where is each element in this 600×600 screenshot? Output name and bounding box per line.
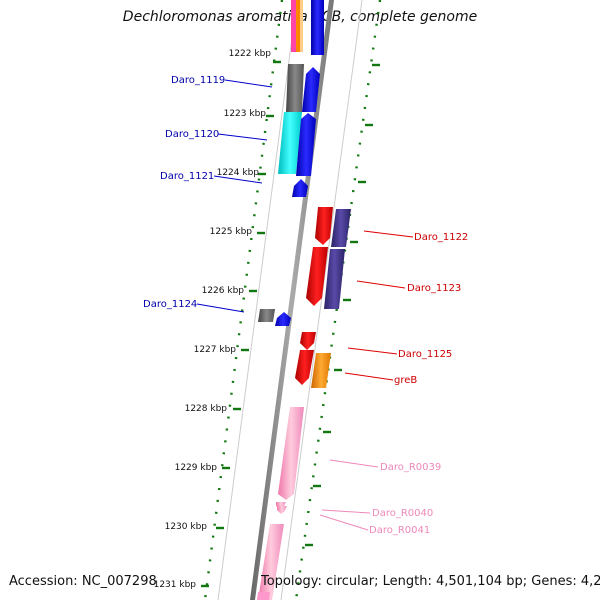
tick-label-1225: 1225 kbp	[210, 227, 253, 237]
gene-daro-1124-arrow[interactable]	[275, 312, 291, 326]
label-daro-1124: Daro_1124	[143, 299, 197, 310]
band-edge-left	[217, 0, 298, 600]
label-daro-r0041: Daro_R0041	[369, 525, 430, 536]
label-daro-r0040: Daro_R0040	[372, 508, 433, 519]
gene-daro-1122-navy[interactable]	[331, 209, 351, 247]
accession-label: Accession: NC_007298	[9, 574, 157, 589]
tick-label-1226: 1226 kbp	[202, 286, 245, 296]
tick-label-1224: 1224 kbp	[217, 168, 260, 178]
label-daro-1119: Daro_1119	[171, 75, 225, 86]
label-daro-1122: Daro_1122	[414, 232, 468, 243]
right-gene-labels-pink: Daro_R0039 Daro_R0040 Daro_R0041	[369, 462, 441, 536]
tick-label-1227: 1227 kbp	[194, 345, 237, 355]
topology-label: Topology: circular; Length: 4,501,104 bp…	[261, 574, 600, 589]
gene-daro-r0039-pink[interactable]	[278, 407, 304, 500]
label-daro-1121: Daro_1121	[160, 171, 214, 182]
gene-daro-1124-gray[interactable]	[258, 309, 275, 322]
tick-label-1228: 1228 kbp	[185, 404, 228, 414]
gene-daro-r0041-pink[interactable]	[277, 506, 287, 514]
inner-dotted-track	[203, 0, 284, 600]
label-daro-r0039: Daro_R0039	[380, 462, 441, 473]
right-label-connectors-red	[344, 230, 414, 381]
outer-dotted-track	[294, 0, 382, 600]
bottom-pink-feature	[257, 524, 284, 600]
tick-label-1223: 1223 kbp	[224, 109, 267, 119]
band-edge-right	[280, 0, 363, 600]
label-greb: greB	[394, 375, 417, 386]
tick-label-1231: 1231 kbp	[154, 580, 197, 590]
left-gene-labels: Daro_1119 Daro_1120 Daro_1121 Daro_1124	[143, 75, 225, 310]
gene-daro-1120-cyan[interactable]	[278, 112, 302, 174]
tick-label-1229: 1229 kbp	[175, 463, 218, 473]
gene-daro-1120-arrow[interactable]	[296, 113, 316, 176]
gene-daro-1125-red-upper[interactable]	[300, 332, 316, 350]
label-daro-1125: Daro_1125	[398, 349, 452, 360]
gene-daro-1123-navy[interactable]	[324, 249, 345, 309]
scale-tick-labels: 1222 kbp 1223 kbp 1224 kbp 1225 kbp 1226…	[154, 49, 272, 590]
gene-daro-1119-arrow[interactable]	[302, 67, 320, 112]
left-label-connectors	[196, 79, 273, 313]
right-label-connectors-pink	[319, 459, 379, 531]
top-partial-features	[291, 0, 324, 55]
right-gene-labels-red: Daro_1122 Daro_1123 Daro_1125 greB	[394, 232, 468, 386]
gene-daro-1123-red[interactable]	[306, 247, 328, 306]
gene-daro-1122-red[interactable]	[315, 207, 333, 245]
gene-greb-orange[interactable]	[311, 353, 331, 388]
gene-daro-1119-gray[interactable]	[286, 64, 304, 112]
tick-label-1230: 1230 kbp	[165, 522, 208, 532]
gene-daro-1125-red-lower[interactable]	[295, 350, 314, 385]
scale-tick-marks	[201, 60, 281, 588]
tick-label-1222: 1222 kbp	[229, 49, 272, 59]
label-daro-1123: Daro_1123	[407, 283, 461, 294]
gene-daro-1121-arrow[interactable]	[292, 179, 308, 197]
label-daro-1120: Daro_1120	[165, 129, 219, 140]
outer-track-ticks	[305, 63, 380, 547]
